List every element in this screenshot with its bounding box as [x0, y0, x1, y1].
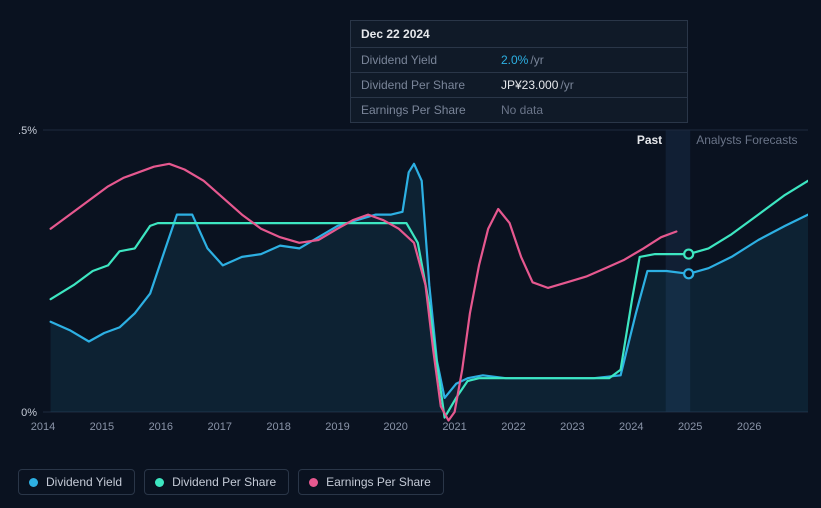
- tooltip-unit: /yr: [530, 53, 543, 67]
- legend-dot: [155, 478, 164, 487]
- tooltip-row: Earnings Per Share No data: [351, 98, 687, 122]
- svg-text:2019: 2019: [325, 421, 349, 433]
- tooltip-value: JP¥23.000: [501, 78, 558, 92]
- tooltip-date: Dec 22 2024: [351, 21, 687, 48]
- tooltip-label: Dividend Yield: [361, 53, 501, 67]
- svg-text:2018: 2018: [266, 421, 290, 433]
- tooltip-nodata: No data: [501, 103, 543, 117]
- legend-label: Earnings Per Share: [326, 475, 431, 489]
- chart-svg: 3.5% 0% 2014 2015 2016 2017 2018 2019 2020 2021 20…: [18, 105, 808, 445]
- svg-text:2025: 2025: [678, 421, 702, 433]
- svg-text:2014: 2014: [31, 421, 55, 433]
- chart-legend: Dividend Yield Dividend Per Share Earnin…: [18, 469, 444, 495]
- svg-text:0%: 0%: [21, 407, 37, 419]
- svg-text:Past: Past: [637, 133, 662, 147]
- svg-text:2017: 2017: [207, 421, 231, 433]
- svg-text:2023: 2023: [560, 421, 584, 433]
- legend-item-dividend-yield[interactable]: Dividend Yield: [18, 469, 135, 495]
- svg-text:3.5%: 3.5%: [18, 125, 37, 137]
- svg-text:2016: 2016: [149, 421, 173, 433]
- tooltip-row: Dividend Per Share JP¥23.000 /yr: [351, 73, 687, 98]
- legend-item-earnings-per-share[interactable]: Earnings Per Share: [298, 469, 444, 495]
- chart-tooltip: Dec 22 2024 Dividend Yield 2.0% /yr Divi…: [350, 20, 688, 123]
- legend-item-dividend-per-share[interactable]: Dividend Per Share: [144, 469, 289, 495]
- svg-text:2026: 2026: [737, 421, 761, 433]
- legend-dot: [29, 478, 38, 487]
- tooltip-row: Dividend Yield 2.0% /yr: [351, 48, 687, 73]
- tooltip-label: Earnings Per Share: [361, 103, 501, 117]
- svg-text:2015: 2015: [90, 421, 114, 433]
- tooltip-label: Dividend Per Share: [361, 78, 501, 92]
- tooltip-unit: /yr: [560, 78, 573, 92]
- legend-label: Dividend Per Share: [172, 475, 276, 489]
- svg-text:2021: 2021: [442, 421, 466, 433]
- legend-dot: [309, 478, 318, 487]
- svg-text:2022: 2022: [501, 421, 525, 433]
- dividend-chart[interactable]: 3.5% 0% 2014 2015 2016 2017 2018 2019 2020 2021 20…: [18, 105, 808, 445]
- legend-label: Dividend Yield: [46, 475, 122, 489]
- svg-text:Analysts Forecasts: Analysts Forecasts: [696, 133, 797, 147]
- tooltip-value: 2.0%: [501, 53, 528, 67]
- svg-text:2024: 2024: [619, 421, 643, 433]
- svg-text:2020: 2020: [383, 421, 407, 433]
